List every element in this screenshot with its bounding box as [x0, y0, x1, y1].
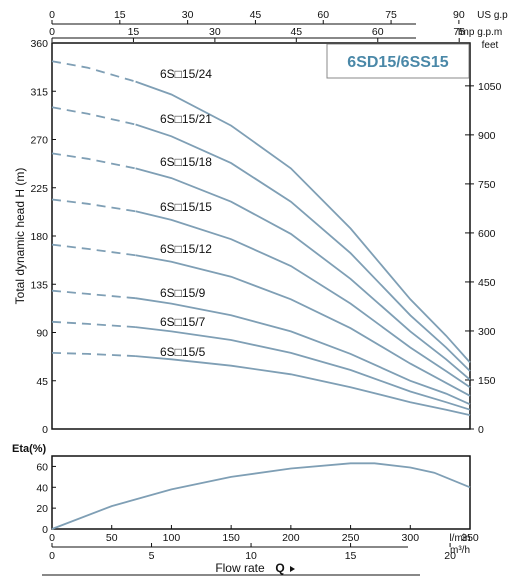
head-curve: [135, 167, 471, 381]
head-curve-dashed: [51, 152, 136, 170]
head-curve: [135, 80, 471, 364]
imp-gpm-tick-label: 0: [49, 26, 55, 38]
efficiency-curve: [51, 462, 471, 530]
head-y-tick-label: 0: [42, 424, 48, 436]
us-gpm-unit: US g.p.m: [477, 10, 508, 21]
feet-tick-label: 750: [478, 179, 496, 191]
feet-unit-label: feet: [482, 40, 499, 51]
eta-y-tick-label: 20: [36, 503, 48, 515]
m3h-tick-label: 5: [149, 550, 155, 562]
us-gpm-tick-label: 30: [182, 9, 194, 21]
head-y-tick-label: 135: [30, 279, 48, 291]
us-gpm-tick-label: 90: [453, 9, 465, 21]
head-curve-dashed: [51, 198, 136, 213]
head-y-tick-label: 270: [30, 135, 48, 147]
eta-y-tick-label: 0: [42, 524, 48, 536]
eta-plot-frame: [51, 455, 471, 530]
feet-tick-label: 0: [478, 424, 484, 436]
curve-label: 6S□15/15: [160, 200, 212, 214]
eta-x-tick-label: 100: [163, 532, 181, 544]
curve-label: 6S□15/18: [160, 155, 212, 169]
head-curve: [135, 210, 471, 388]
head-curve-dashed: [51, 352, 136, 357]
curve-label: 6S□15/9: [160, 286, 206, 300]
us-gpm-tick-label: 15: [114, 9, 126, 21]
curve-label: 6S□15/7: [160, 315, 206, 329]
imp-gpm-tick-label: 60: [372, 26, 384, 38]
flow-rate-arrow-icon: [290, 566, 295, 572]
m3h-tick-label: 10: [245, 550, 257, 562]
head-curve-dashed: [51, 106, 136, 126]
head-curve: [135, 297, 471, 406]
m3h-tick-label: 20: [444, 550, 456, 562]
feet-tick-label: 150: [478, 375, 496, 387]
head-curve: [135, 326, 471, 411]
feet-tick-label: 450: [478, 277, 496, 289]
feet-tick-label: 600: [478, 228, 496, 240]
model-title-box: [326, 43, 470, 79]
imp-gpm-unit: Imp g.p.m: [458, 27, 502, 38]
flow-rate-label: Flow rate: [215, 561, 265, 575]
feet-tick-label: 900: [478, 130, 496, 142]
eta-y-tick-label: 60: [36, 461, 48, 473]
imp-gpm-tick-label: 45: [290, 26, 302, 38]
flow-rate-symbol: Q: [275, 561, 284, 575]
head-plot-frame: [51, 42, 471, 430]
head-y-tick-label: 360: [30, 38, 48, 50]
eta-axis-title: Eta(%): [12, 443, 47, 455]
head-curve: [135, 123, 471, 372]
curve-label: 6S□15/24: [160, 67, 212, 81]
curve-label: 6S□15/12: [160, 242, 212, 256]
head-curve-dashed: [51, 60, 136, 83]
feet-tick-label: 300: [478, 326, 496, 338]
us-gpm-tick-label: 45: [250, 9, 262, 21]
eta-x-tick-label: 50: [106, 532, 118, 544]
eta-x-tick-label: 350: [461, 532, 479, 544]
us-gpm-tick-label: 75: [385, 9, 397, 21]
eta-x-tick-label: 300: [402, 532, 420, 544]
head-y-tick-label: 225: [30, 183, 48, 195]
feet-tick-label: 1050: [478, 81, 502, 93]
m3h-tick-label: 15: [345, 550, 357, 562]
us-gpm-tick-label: 60: [317, 9, 329, 21]
head-y-tick-label: 315: [30, 86, 48, 98]
head-curve-dashed: [51, 289, 136, 300]
eta-y-tick-label: 40: [36, 482, 48, 494]
head-curve: [135, 355, 471, 416]
head-curve-dashed: [51, 243, 136, 257]
head-y-tick-label: 180: [30, 231, 48, 243]
imp-gpm-tick-label: 75: [453, 26, 465, 38]
head-y-axis-title: Total dynamic head H (m): [13, 168, 27, 305]
eta-x-tick-label: 250: [342, 532, 360, 544]
imp-gpm-tick-label: 30: [209, 26, 221, 38]
head-curve: [135, 254, 471, 397]
eta-x-tick-label: 200: [282, 532, 300, 544]
lmin-unit-label: l/min: [449, 533, 470, 544]
head-y-tick-label: 90: [36, 328, 48, 340]
m3h-unit-label: m³/h: [450, 545, 470, 556]
curve-label: 6S□15/21: [160, 112, 212, 126]
imp-gpm-tick-label: 15: [128, 26, 140, 38]
curve-label: 6S□15/5: [160, 345, 206, 359]
m3h-tick-label: 0: [49, 550, 55, 562]
eta-x-tick-label: 0: [49, 532, 55, 544]
eta-x-tick-label: 150: [222, 532, 240, 544]
us-gpm-tick-label: 0: [49, 9, 55, 21]
head-y-tick-label: 45: [36, 376, 48, 388]
head-curve-dashed: [51, 320, 136, 328]
chart-title: 6SD15/6SS15: [347, 54, 449, 71]
